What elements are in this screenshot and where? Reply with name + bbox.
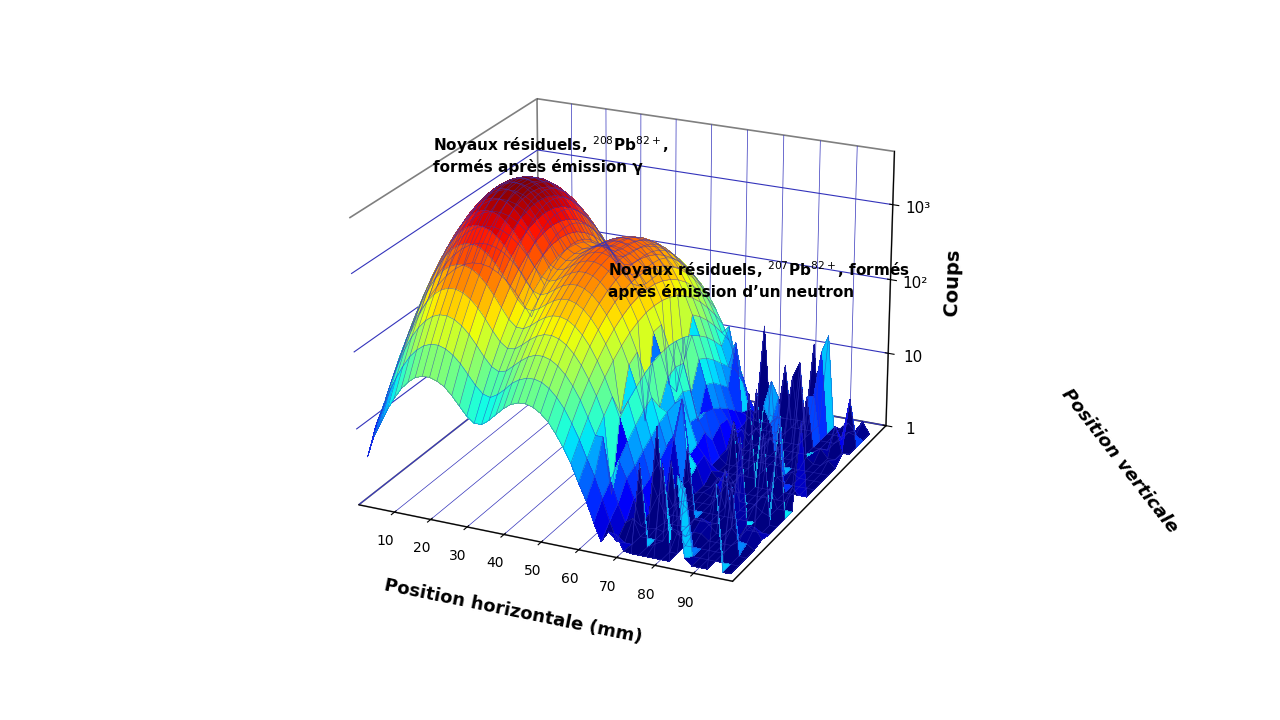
Text: Noyaux résiduels, $^{208}$Pb$^{82+}$,
formés après émission γ: Noyaux résiduels, $^{208}$Pb$^{82+}$, fo… xyxy=(433,135,668,175)
Text: Noyaux résiduels, $^{207}$Pb$^{82+}$, formés
après émission d’un neutron: Noyaux résiduels, $^{207}$Pb$^{82+}$, fo… xyxy=(608,260,910,300)
Text: Position verticale: Position verticale xyxy=(1059,385,1181,536)
X-axis label: Position horizontale (mm): Position horizontale (mm) xyxy=(383,576,644,647)
